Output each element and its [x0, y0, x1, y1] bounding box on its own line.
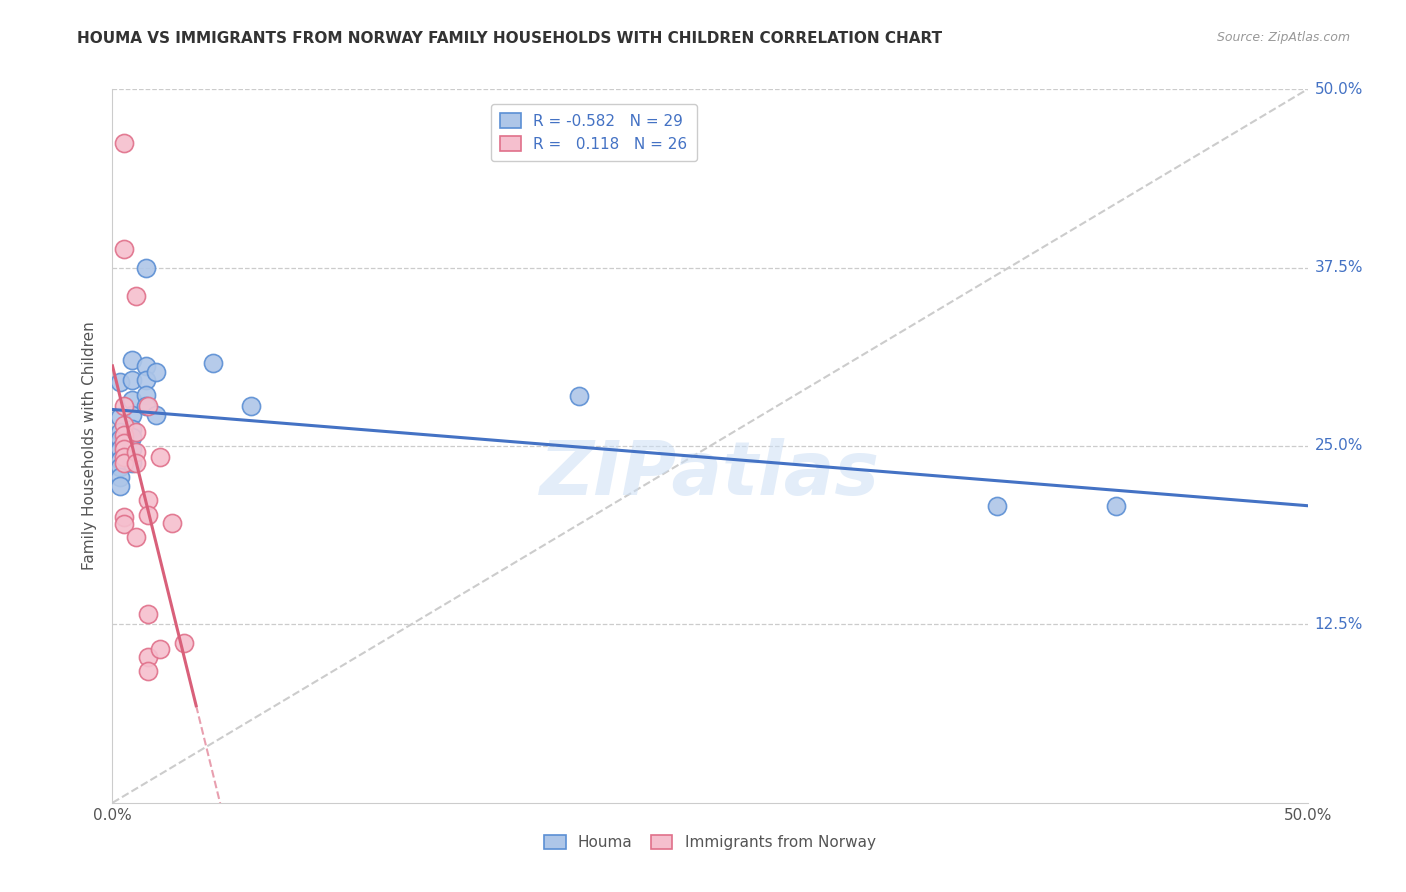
Point: [125, 444, 148, 458]
Point: [138, 399, 160, 413]
Point: [1105, 499, 1128, 513]
Point: [173, 636, 195, 650]
Point: [138, 607, 160, 622]
Point: [568, 389, 591, 403]
Text: 25.0%: 25.0%: [1315, 439, 1364, 453]
Point: [121, 430, 143, 444]
Point: [138, 650, 160, 665]
Point: [121, 456, 143, 470]
Point: [114, 442, 135, 456]
Point: [162, 516, 183, 530]
Point: [114, 136, 135, 151]
Text: 50.0%: 50.0%: [1315, 82, 1364, 96]
Point: [121, 393, 143, 408]
Point: [135, 373, 157, 387]
Point: [135, 387, 157, 401]
Point: [114, 510, 135, 524]
Point: [108, 460, 131, 475]
Point: [125, 530, 148, 544]
Point: [108, 410, 131, 425]
Text: 12.5%: 12.5%: [1315, 617, 1364, 632]
Point: [149, 450, 172, 465]
Point: [135, 399, 157, 413]
Point: [121, 373, 143, 387]
Point: [108, 425, 131, 439]
Point: [125, 456, 148, 470]
Point: [114, 242, 135, 256]
Text: HOUMA VS IMMIGRANTS FROM NORWAY FAMILY HOUSEHOLDS WITH CHILDREN CORRELATION CHAR: HOUMA VS IMMIGRANTS FROM NORWAY FAMILY H…: [77, 31, 942, 46]
Point: [138, 493, 160, 508]
Point: [201, 356, 224, 370]
Point: [114, 427, 135, 442]
Point: [125, 289, 148, 303]
Point: [108, 442, 131, 456]
Point: [240, 399, 263, 413]
Point: [135, 359, 157, 373]
Y-axis label: Family Households with Children: Family Households with Children: [82, 322, 97, 570]
Point: [108, 375, 131, 389]
Text: 37.5%: 37.5%: [1315, 260, 1364, 275]
Point: [121, 422, 143, 436]
Point: [121, 353, 143, 368]
Legend: Houma, Immigrants from Norway: Houma, Immigrants from Norway: [536, 825, 884, 859]
Point: [145, 408, 167, 422]
Point: [121, 442, 143, 456]
Point: [114, 417, 135, 432]
Point: [108, 479, 131, 493]
Point: [138, 665, 160, 679]
Point: [114, 456, 135, 470]
Point: [108, 432, 131, 446]
Point: [149, 641, 172, 656]
Point: [114, 399, 135, 413]
Point: [125, 425, 148, 439]
Point: [138, 508, 160, 522]
Point: [114, 436, 135, 450]
Point: [135, 260, 157, 275]
Point: [114, 517, 135, 532]
Point: [986, 499, 1008, 513]
Point: [145, 365, 167, 379]
Text: Source: ZipAtlas.com: Source: ZipAtlas.com: [1216, 31, 1350, 45]
Point: [108, 453, 131, 467]
Point: [114, 450, 135, 465]
Text: ZIPatlas: ZIPatlas: [540, 438, 880, 511]
Point: [108, 470, 131, 484]
Point: [121, 408, 143, 422]
